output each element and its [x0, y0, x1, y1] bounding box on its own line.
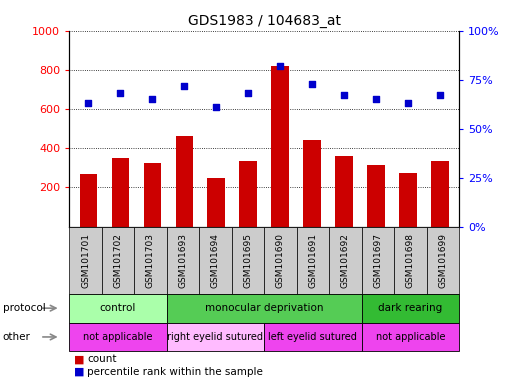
Bar	[431, 161, 449, 227]
Text: GSM101697: GSM101697	[373, 233, 382, 288]
Bar	[112, 158, 129, 227]
Text: dark rearing: dark rearing	[378, 303, 443, 313]
Point	[308, 81, 316, 87]
Text: GSM101690: GSM101690	[276, 233, 285, 288]
Text: right eyelid sutured: right eyelid sutured	[167, 332, 264, 342]
Text: GSM101699: GSM101699	[439, 233, 447, 288]
Text: protocol: protocol	[3, 303, 45, 313]
Bar	[175, 136, 193, 227]
Text: GSM101693: GSM101693	[179, 233, 187, 288]
Point	[116, 90, 125, 96]
Point	[340, 92, 348, 98]
Text: GSM101701: GSM101701	[81, 233, 90, 288]
Text: other: other	[3, 332, 30, 342]
Point	[276, 63, 284, 69]
Point	[404, 100, 412, 106]
Bar	[144, 163, 161, 227]
Text: not applicable: not applicable	[376, 332, 445, 342]
Text: monocular deprivation: monocular deprivation	[205, 303, 323, 313]
Text: control: control	[100, 303, 136, 313]
Point	[212, 104, 221, 110]
Text: GSM101702: GSM101702	[113, 233, 123, 288]
Bar	[207, 178, 225, 227]
Bar	[80, 174, 97, 227]
Text: GSM101703: GSM101703	[146, 233, 155, 288]
Bar	[271, 66, 289, 227]
Text: GSM101694: GSM101694	[211, 233, 220, 288]
Text: ■: ■	[74, 367, 85, 377]
Bar	[336, 156, 353, 227]
Title: GDS1983 / 104683_at: GDS1983 / 104683_at	[188, 14, 341, 28]
Bar	[367, 165, 385, 227]
Text: percentile rank within the sample: percentile rank within the sample	[87, 367, 263, 377]
Text: GSM101692: GSM101692	[341, 233, 350, 288]
Text: GSM101698: GSM101698	[406, 233, 415, 288]
Text: ■: ■	[74, 354, 85, 364]
Text: left eyelid sutured: left eyelid sutured	[268, 332, 358, 342]
Text: GSM101695: GSM101695	[244, 233, 252, 288]
Point	[180, 83, 188, 89]
Text: count: count	[87, 354, 117, 364]
Point	[148, 96, 156, 103]
Point	[84, 100, 92, 106]
Point	[436, 92, 444, 98]
Bar	[399, 173, 417, 227]
Bar	[240, 161, 257, 227]
Bar	[303, 141, 321, 227]
Point	[244, 90, 252, 96]
Text: GSM101691: GSM101691	[308, 233, 318, 288]
Text: not applicable: not applicable	[83, 332, 153, 342]
Point	[372, 96, 380, 103]
